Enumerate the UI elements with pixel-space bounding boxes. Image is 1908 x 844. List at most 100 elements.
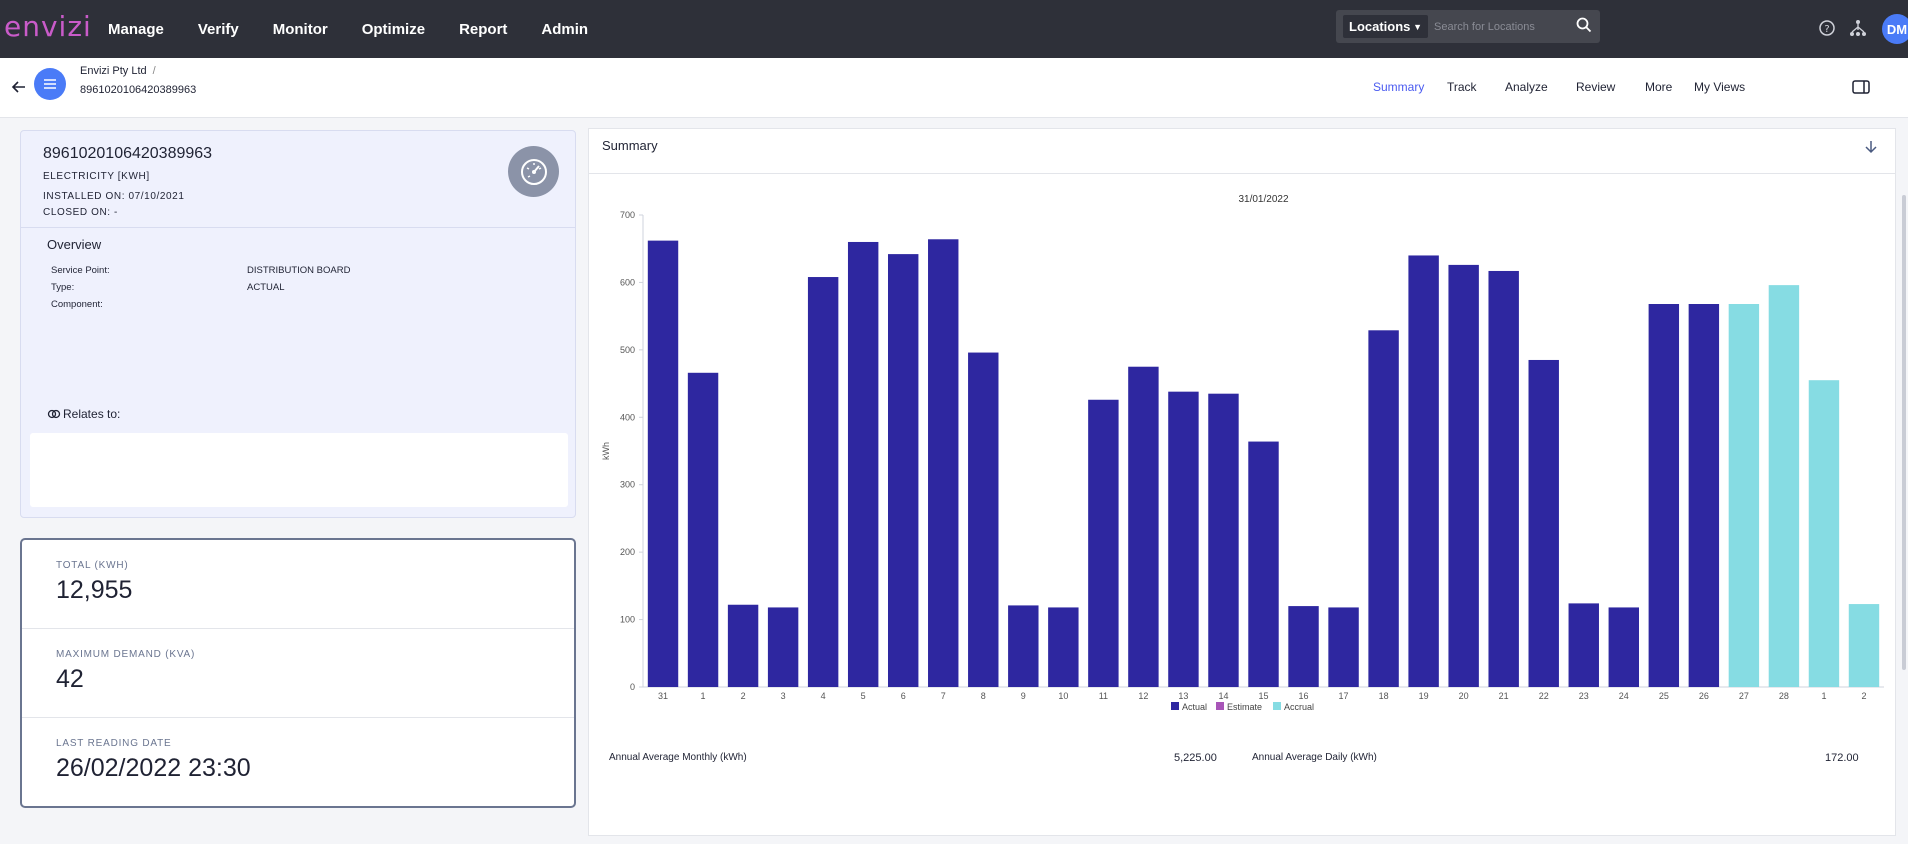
x-tick-label: 1 xyxy=(701,691,706,701)
legend-label-actual: Actual xyxy=(1182,702,1207,712)
bar-actual xyxy=(1128,366,1159,687)
y-tick-label: 500 xyxy=(620,345,635,355)
back-arrow-icon[interactable] xyxy=(10,78,28,96)
legend-label-estimate: Estimate xyxy=(1227,702,1262,712)
tab-summary[interactable]: Summary xyxy=(1373,80,1425,94)
stat-max-demand: MAXIMUM DEMAND (KVA) 42 xyxy=(22,629,574,718)
bar-accrual xyxy=(1728,304,1760,687)
bar-actual xyxy=(928,239,959,687)
x-tick-label: 16 xyxy=(1299,691,1309,701)
x-tick-label: 2 xyxy=(1861,691,1866,701)
caret-down-icon: ▼ xyxy=(1413,21,1422,32)
stat-value: 12,955 xyxy=(56,576,133,604)
installed-date: INSTALLED ON: 07/10/2021 xyxy=(43,191,185,202)
annual-monthly-value: 5,225.00 xyxy=(1174,752,1217,764)
bar-actual xyxy=(807,277,839,687)
hierarchy-icon[interactable] xyxy=(1848,18,1868,38)
menu-button[interactable] xyxy=(34,68,66,100)
overview-title: Overview xyxy=(47,237,102,252)
bar-actual xyxy=(1688,304,1720,687)
nav-item-optimize[interactable]: Optimize xyxy=(361,20,426,38)
tab-my-views[interactable]: My Views xyxy=(1694,80,1746,94)
x-tick-label: 14 xyxy=(1218,691,1228,701)
scrollbar[interactable] xyxy=(1902,195,1906,670)
annual-monthly-label: Annual Average Monthly (kWh) xyxy=(609,752,747,763)
y-tick-label: 700 xyxy=(620,210,635,220)
bar-actual xyxy=(1368,330,1399,687)
top-nav-bar: envizi Manage Verify Monitor Optimize Report… xyxy=(0,0,1908,58)
x-tick-label: 1 xyxy=(1821,691,1826,701)
bar-accrual xyxy=(1848,604,1880,687)
search-input[interactable] xyxy=(1434,12,1584,41)
stat-total: TOTAL (KWH) 12,955 xyxy=(22,540,574,629)
bar-actual xyxy=(1288,606,1319,687)
gauge-icon xyxy=(508,146,559,197)
x-tick-label: 22 xyxy=(1539,691,1549,701)
card-divider xyxy=(21,227,575,228)
x-tick-label: 10 xyxy=(1058,691,1068,701)
nav-item-manage[interactable]: Manage xyxy=(108,20,164,38)
x-tick-label: 17 xyxy=(1339,691,1349,701)
x-tick-label: 18 xyxy=(1379,691,1389,701)
bar-actual xyxy=(767,607,799,687)
x-tick-label: 4 xyxy=(821,691,826,701)
stat-label: LAST READING DATE xyxy=(56,738,172,749)
tab-more[interactable]: More xyxy=(1645,80,1673,94)
bar-actual xyxy=(847,241,879,687)
component-label: Component: xyxy=(51,299,103,310)
download-icon[interactable] xyxy=(1863,139,1879,155)
chart-title: 31/01/2022 xyxy=(1238,194,1288,205)
bar-actual xyxy=(647,240,679,687)
x-tick-label: 8 xyxy=(981,691,986,701)
x-tick-label: 7 xyxy=(941,691,946,701)
nav-item-report[interactable]: Report xyxy=(459,20,508,38)
type-label: Type: xyxy=(51,282,75,293)
envizi-logo[interactable]: envizi xyxy=(4,10,92,43)
meter-id: 8961020106420389963 xyxy=(43,145,213,162)
search-icon[interactable] xyxy=(1576,17,1592,33)
bar-actual xyxy=(1008,605,1039,687)
nav-item-monitor[interactable]: Monitor xyxy=(272,20,328,38)
x-tick-label: 25 xyxy=(1659,691,1669,701)
x-tick-label: 26 xyxy=(1699,691,1709,701)
search-scope-select[interactable]: Locations ▼ xyxy=(1343,15,1428,38)
legend-swatch-actual xyxy=(1171,702,1179,710)
y-tick-label: 100 xyxy=(620,615,635,625)
help-icon[interactable]: ? xyxy=(1817,18,1837,38)
bar-actual xyxy=(1528,359,1559,687)
bar-actual xyxy=(727,604,759,687)
sub-header: Envizi Pty Ltd / 8961020106420389963 Summ… xyxy=(0,58,1908,118)
side-panel-icon[interactable] xyxy=(1852,80,1870,94)
link-icon xyxy=(47,409,61,419)
x-tick-label: 13 xyxy=(1178,691,1188,701)
main-nav: Manage Verify Monitor Optimize Report Admin xyxy=(108,0,622,58)
tab-track[interactable]: Track xyxy=(1447,80,1477,94)
x-tick-label: 31 xyxy=(658,691,668,701)
bar-actual xyxy=(1208,393,1239,687)
x-tick-label: 20 xyxy=(1459,691,1469,701)
stat-label: MAXIMUM DEMAND (KVA) xyxy=(56,649,196,660)
bar-actual xyxy=(1488,270,1519,687)
stat-value: 42 xyxy=(56,665,84,693)
tab-analyze[interactable]: Analyze xyxy=(1505,80,1548,94)
relates-to-heading: Relates to: xyxy=(47,407,120,421)
legend-swatch-accrual xyxy=(1273,702,1281,710)
nav-item-verify[interactable]: Verify xyxy=(197,20,239,38)
breadcrumb-org[interactable]: Envizi Pty Ltd xyxy=(80,65,147,77)
x-tick-label: 24 xyxy=(1619,691,1629,701)
x-tick-label: 23 xyxy=(1579,691,1589,701)
bar-actual xyxy=(1248,441,1279,687)
summary-title: Summary xyxy=(602,138,658,153)
y-tick-label: 0 xyxy=(630,682,635,692)
bar-actual xyxy=(687,372,719,687)
tab-review[interactable]: Review xyxy=(1576,80,1616,94)
nav-item-admin[interactable]: Admin xyxy=(541,20,589,38)
menu-icon xyxy=(44,79,56,89)
y-tick-label: 300 xyxy=(620,480,635,490)
bar-actual xyxy=(887,254,919,687)
meter-type: ELECTRICITY [KWH] xyxy=(43,171,150,182)
relates-to-list xyxy=(30,433,568,507)
breadcrumb-separator: / xyxy=(152,65,156,77)
user-avatar[interactable]: DM xyxy=(1882,14,1908,44)
